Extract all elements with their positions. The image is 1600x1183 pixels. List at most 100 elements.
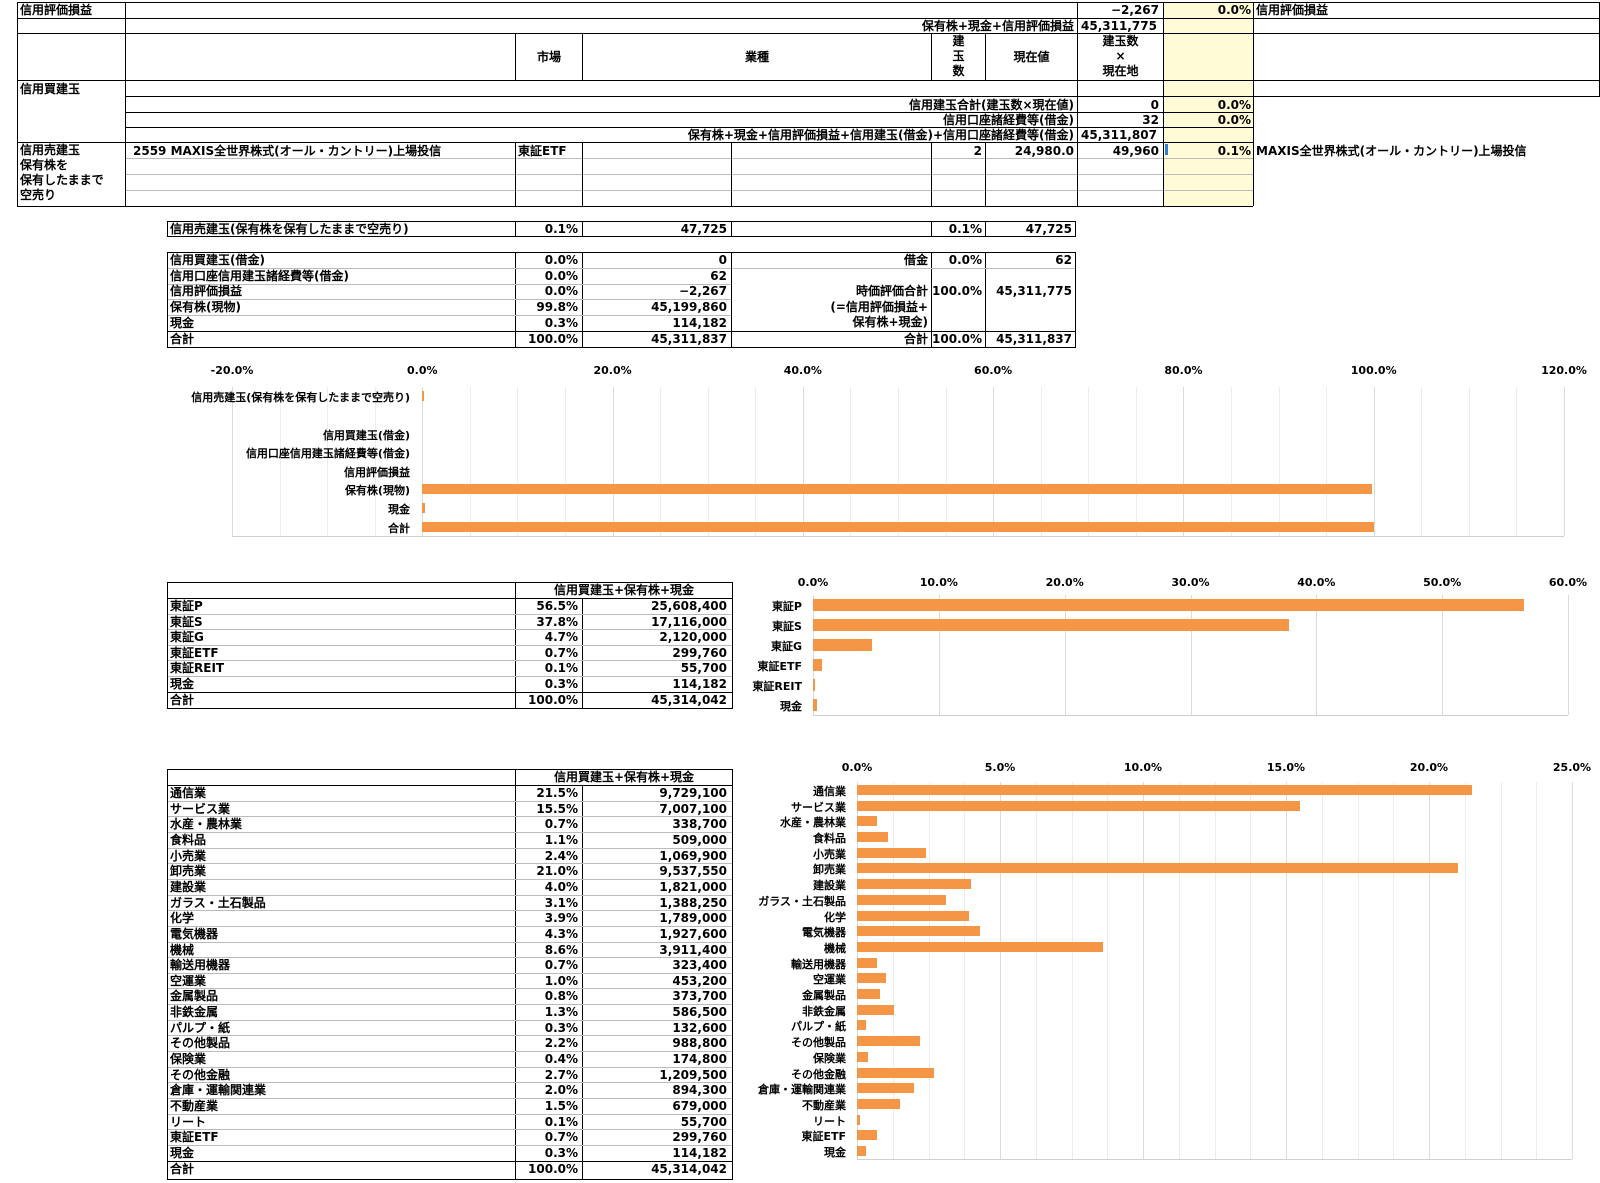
axis-tick-label: 0.0% xyxy=(797,576,829,589)
industry_table-row-pct: 2.4% xyxy=(544,848,578,863)
industry_table-row-value: 3,911,400 xyxy=(659,942,727,957)
credit-pl-note: 信用評価損益 xyxy=(1256,3,1329,17)
category-label: ガラス・土石製品 xyxy=(758,894,846,908)
grand-total-label: 保有株+現金+信用評価損益+信用建玉(借金)+信用口座諸経費等(借金) xyxy=(687,128,1074,142)
bar xyxy=(857,894,946,905)
industry_table-row-pct: 4.0% xyxy=(544,879,578,894)
bar xyxy=(857,1130,878,1141)
category-label: サービス業 xyxy=(791,800,846,814)
plot-frame xyxy=(232,536,1564,537)
industry_table-row-value: 174,800 xyxy=(672,1052,727,1067)
industry_table-row-pct: 0.1% xyxy=(544,1114,578,1129)
bar xyxy=(857,831,889,842)
bar xyxy=(422,521,1374,532)
minor-gridline xyxy=(1107,782,1109,1159)
minor-gridline xyxy=(1250,782,1252,1159)
gridline xyxy=(1572,782,1573,1159)
short-summary-pct2: 0.1% xyxy=(948,222,982,236)
gridline xyxy=(1064,595,1066,715)
industry_table-row-pct: 8.6% xyxy=(544,942,578,957)
gridline xyxy=(1316,595,1318,715)
category-label: 合計 xyxy=(388,521,410,535)
minor-gridline xyxy=(928,782,930,1159)
gridline xyxy=(802,387,804,536)
axis-tick-label: 10.0% xyxy=(919,576,958,589)
market-value-label-2: (=信用評価損益+ xyxy=(830,300,928,314)
minor-gridline xyxy=(964,782,966,1159)
balance-right-total-label: 合計 xyxy=(903,332,928,346)
market_table-row-label: 東証P xyxy=(170,599,203,613)
category-label: 現金 xyxy=(824,1146,846,1160)
market_table-row-value: 45,314,042 xyxy=(651,692,727,707)
category-label: 保有株(現物) xyxy=(344,484,410,498)
industry_table-row-pct: 0.8% xyxy=(544,989,578,1004)
bar xyxy=(857,957,878,968)
industry_table-row-label: 保険業 xyxy=(170,1052,207,1067)
sell-row-qty: 2 xyxy=(973,144,982,158)
bar xyxy=(422,391,425,402)
bar xyxy=(857,1099,900,1110)
balance-row-value: 62 xyxy=(710,269,727,283)
industry_table-row-value: 45,314,042 xyxy=(651,1161,727,1176)
minor-gridline xyxy=(1071,782,1073,1159)
minor-gridline xyxy=(1326,387,1328,536)
category-label: 化学 xyxy=(824,910,846,924)
market_table-row-value: 2,120,000 xyxy=(659,630,727,645)
market_table-row-label: 合計 xyxy=(170,692,195,707)
category-label: 信用売建玉(保有株を保有したままで空売り) xyxy=(191,391,410,405)
category-label: その他金融 xyxy=(791,1067,846,1081)
industry_table-row-label: サービス業 xyxy=(170,801,231,816)
credit-pl-label: 信用評価損益 xyxy=(20,3,93,17)
minor-gridline xyxy=(374,387,376,536)
axis-tick-label: 50.0% xyxy=(1423,576,1462,589)
industry_table-row-label: 化学 xyxy=(170,911,195,926)
industry_table-row-label: リート xyxy=(170,1114,207,1129)
highlight-column xyxy=(1163,2,1253,206)
axis-tick-label: 15.0% xyxy=(1266,761,1306,774)
balance-row-pct: 99.8% xyxy=(536,300,578,314)
industry_table-row-value: 1,388,250 xyxy=(659,895,727,910)
category-label: 信用買建玉(借金) xyxy=(322,428,410,442)
chart-market: 0.0% 10.0% 20.0% 30.0% 40.0% 50.0% 60.0% 東証P 東証S… xyxy=(0,572,1600,717)
industry_table-row-value: 299,760 xyxy=(672,1130,727,1145)
industry_table-row-value: 1,789,000 xyxy=(659,911,727,926)
industry_table-row-pct: 3.1% xyxy=(544,895,578,910)
market_table-row-value: 25,608,400 xyxy=(651,599,727,613)
category-label: 水産・農林業 xyxy=(780,816,846,830)
sell-label-line: 信用売建玉 xyxy=(20,143,81,157)
account-fee-label: 信用口座諸経費等(借金) xyxy=(943,113,1074,127)
industry_table-row-value: 9,537,550 xyxy=(659,864,727,879)
industry_table-row-value: 586,500 xyxy=(672,1005,727,1020)
gridline xyxy=(938,595,940,715)
industry_table-row-label: 空運業 xyxy=(170,973,207,988)
bar xyxy=(857,941,1103,952)
sell-row-note: MAXIS全世界株式(オール・カントリー)上場投信 xyxy=(1256,144,1527,158)
sell-row-bar-marker xyxy=(1165,144,1168,155)
category-label: 東証ETF xyxy=(801,1130,846,1144)
position-sum-label: 信用建玉合計(建玉数×現在値) xyxy=(908,98,1074,112)
header-total: 建玉数 × 現在地 xyxy=(1102,34,1139,78)
header-price: 現在値 xyxy=(1013,50,1050,64)
industry_table-row-pct: 2.7% xyxy=(544,1067,578,1082)
category-label: 電気機器 xyxy=(802,926,846,940)
bar xyxy=(813,699,817,711)
gridline xyxy=(1183,387,1185,536)
industry_table-row-value: 7,007,100 xyxy=(659,801,727,816)
market-table-header: 信用買建玉+保有株+現金 xyxy=(553,583,695,597)
balance-row-pct: 0.0% xyxy=(544,269,578,283)
category-label: 機械 xyxy=(824,941,846,955)
balance-row-value: −2,267 xyxy=(678,284,727,298)
bar xyxy=(857,1036,920,1047)
bar xyxy=(857,879,972,890)
minor-gridline xyxy=(1178,782,1180,1159)
gridline xyxy=(813,595,814,715)
industry_table-row-pct: 2.0% xyxy=(544,1083,578,1098)
minor-gridline xyxy=(945,387,947,536)
minor-gridline xyxy=(1278,387,1280,536)
minor-gridline xyxy=(1088,387,1090,536)
minor-gridline xyxy=(1536,782,1538,1159)
minor-gridline xyxy=(1231,387,1232,536)
bar xyxy=(422,503,426,514)
bar xyxy=(857,863,1458,874)
gridline xyxy=(1564,387,1565,536)
